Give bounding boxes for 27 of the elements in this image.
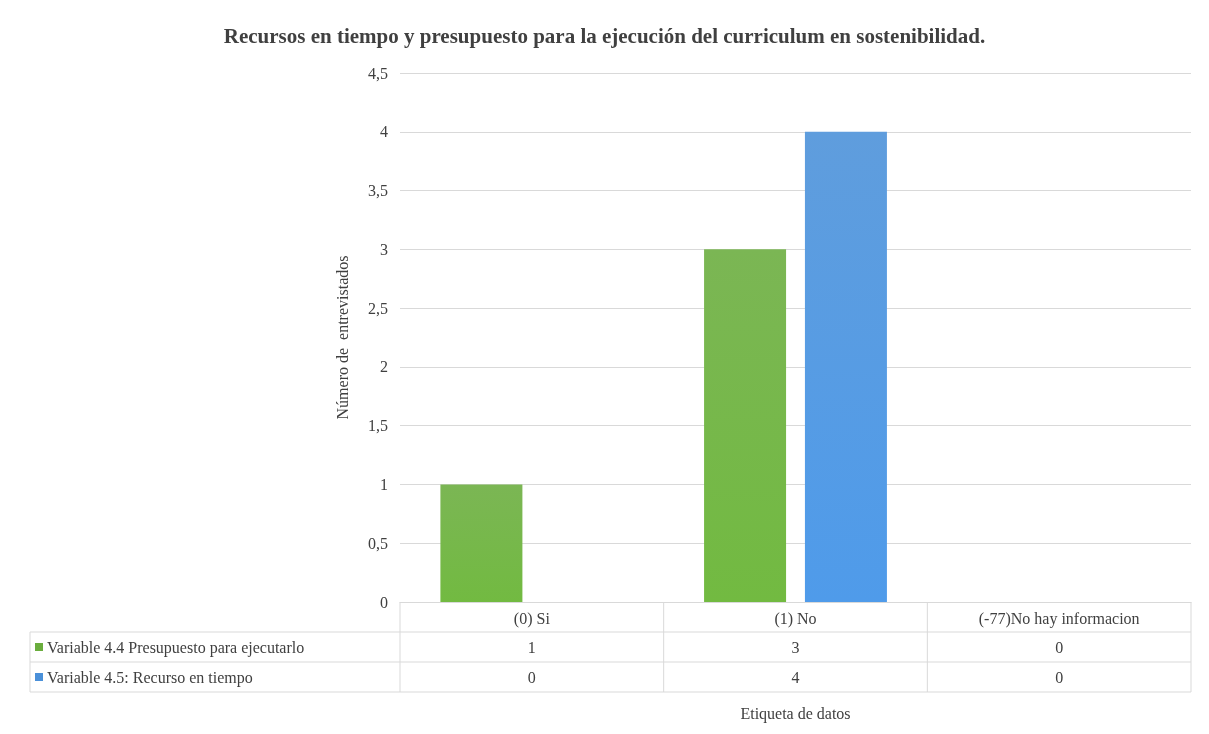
y-tick-label: 2	[380, 358, 388, 376]
data-label: 3	[791, 638, 800, 656]
data-label: 0	[1055, 638, 1064, 656]
y-tick-label: 4,5	[368, 64, 388, 82]
y-tick-label: 1,5	[368, 417, 388, 435]
y-tick-label: 3	[380, 240, 388, 258]
y-tick-label: 4	[380, 123, 388, 141]
legend-label: Variable 4.4 Presupuesto para ejecutarlo	[47, 638, 305, 657]
y-tick-label: 1	[380, 475, 388, 493]
x-tick-label: (-77)No hay informacion	[978, 609, 1140, 628]
data-label: 1	[527, 638, 536, 656]
y-tick-label: 0,5	[368, 534, 388, 552]
y-axis-title: Número de entrevistados	[333, 255, 351, 420]
data-label: 0	[1055, 668, 1064, 686]
legend-label: Variable 4.5: Recurso en tiempo	[47, 668, 253, 687]
x-tick-label: (1) No	[774, 609, 817, 628]
y-tick-label: 0	[380, 593, 388, 611]
data-label: 4	[791, 668, 800, 686]
bar	[440, 484, 523, 602]
bar	[804, 131, 887, 602]
y-tick-label: 3,5	[368, 182, 388, 200]
x-tick-label: (0) Si	[513, 609, 551, 628]
bar	[704, 249, 787, 602]
y-tick-label: 2,5	[368, 299, 388, 317]
data-label: 0	[527, 668, 536, 686]
x-axis-title: Etiqueta de datos	[740, 704, 851, 723]
chart-title: Recursos en tiempo y presupuesto para la ejecución del curriculum en sostenibilidad.	[223, 23, 986, 48]
